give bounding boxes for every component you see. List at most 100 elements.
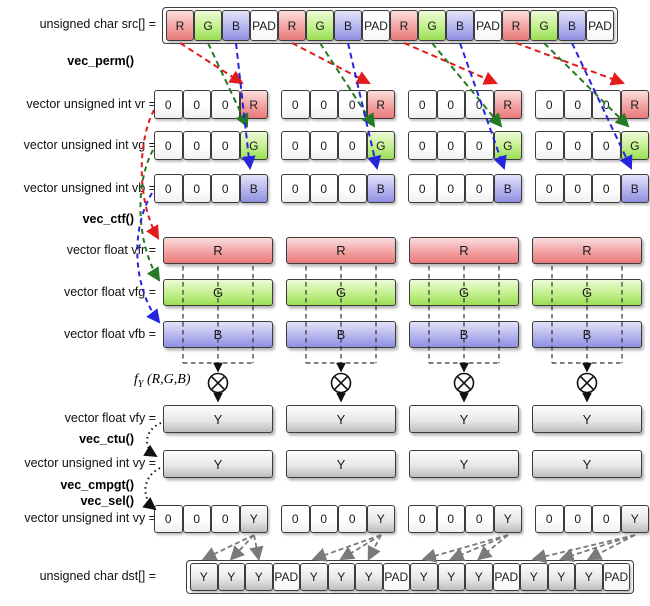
vb-cell: 0: [211, 174, 240, 203]
src-cell: B: [334, 10, 362, 41]
dst-cell: PAD: [272, 563, 300, 591]
label-src: unsigned char src[] =: [39, 17, 156, 31]
src-cell: R: [166, 10, 194, 41]
dst-cell: Y: [410, 563, 438, 591]
dst-cell: PAD: [492, 563, 520, 591]
multiply-icon: [207, 372, 229, 394]
vfy-bar: Y: [532, 405, 642, 433]
label-vb: vector unsigned int vb =: [23, 181, 156, 195]
dst-cell: Y: [190, 563, 218, 591]
vg-cell: 0: [408, 131, 437, 160]
label-vy2: vector unsigned int vy =: [24, 511, 156, 525]
vy2-cell: 0: [408, 505, 437, 533]
vr-cell: R: [493, 90, 522, 119]
label-vec-perm: vec_perm(): [67, 54, 134, 68]
vg-cell: 0: [281, 131, 310, 160]
vy-bar: Y: [286, 450, 396, 478]
vb-cell: 0: [535, 174, 564, 203]
perm-arrow-r: [179, 42, 244, 85]
label-vfg: vector float vfg =: [63, 285, 156, 299]
label-vec-cmpgt: vec_cmpgt(): [60, 478, 134, 492]
dst-fan-arrow: [339, 534, 382, 561]
label-vy: vector unsigned int vy =: [24, 456, 156, 470]
dst-cell: Y: [547, 563, 575, 591]
vy2-cell: 0: [281, 505, 310, 533]
vg-cell: 0: [338, 131, 367, 160]
vy2-cell: Y: [493, 505, 522, 533]
ctf-arrow-b: [136, 192, 161, 324]
vg-cell: G: [239, 131, 268, 160]
ctu-arrow: [143, 422, 162, 458]
label-vec-ctu: vec_ctu(): [79, 432, 134, 446]
vy2-cell: 0: [309, 505, 338, 533]
vb-cell: 0: [408, 174, 437, 203]
label-vg: vector unsigned int vg =: [23, 138, 156, 152]
perm-arrow-r: [403, 42, 498, 85]
dst-cell: Y: [300, 563, 328, 591]
vr-cell: 0: [436, 90, 465, 119]
vg-cell: 0: [211, 131, 240, 160]
src-cell: PAD: [586, 10, 614, 41]
label-vfb: vector float vfb =: [63, 327, 156, 341]
vb-cell: 0: [309, 174, 338, 203]
src-cell: PAD: [362, 10, 390, 41]
label-vfy: vector float vfy =: [64, 411, 156, 425]
vg-cell: 0: [592, 131, 621, 160]
vfb-bar: B: [286, 321, 396, 348]
vr-cell: 0: [182, 90, 211, 119]
fy-subscript: Y: [137, 378, 144, 390]
vy2-cell: 0: [436, 505, 465, 533]
fy-symbol: f: [134, 372, 138, 387]
vfb-bar: B: [163, 321, 273, 348]
vy2-cell: 0: [465, 505, 494, 533]
dst-fan-arrow: [477, 534, 509, 561]
src-cell: B: [558, 10, 586, 41]
vfg-bar: G: [163, 279, 273, 306]
label-vr: vector unsigned int vr =: [26, 97, 156, 111]
vr-cell: 0: [465, 90, 494, 119]
vy-bar: Y: [163, 450, 273, 478]
vr-cell: 0: [592, 90, 621, 119]
vy2-cell: 0: [338, 505, 367, 533]
vfr-bar: R: [163, 237, 273, 264]
vfb-bar: B: [532, 321, 642, 348]
vr-cell: 0: [281, 90, 310, 119]
vr-cell: 0: [338, 90, 367, 119]
dst-fan-arrow: [421, 534, 509, 563]
vy2-cell: Y: [239, 505, 268, 533]
vfy-bar: Y: [286, 405, 396, 433]
vy2-cell: 0: [592, 505, 621, 533]
vb-cell: 0: [465, 174, 494, 203]
vy2-cell: 0: [563, 505, 592, 533]
dst-fan-arrow: [201, 534, 255, 561]
multiply-icon: [453, 372, 475, 394]
dst-fan-arrow: [449, 534, 509, 561]
vg-cell: 0: [436, 131, 465, 160]
vg-cell: G: [493, 131, 522, 160]
vr-cell: 0: [154, 90, 183, 119]
ctf-arrow-g: [139, 149, 161, 282]
vg-cell: G: [366, 131, 395, 160]
perm-arrow-r: [515, 42, 625, 86]
vr-cell: 0: [408, 90, 437, 119]
src-cell: R: [502, 10, 530, 41]
label-dst: unsigned char dst[] =: [39, 569, 156, 583]
vfy-bar: Y: [409, 405, 519, 433]
vb-cell: B: [239, 174, 268, 203]
vfg-bar: G: [532, 279, 642, 306]
vfr-bar: R: [409, 237, 519, 264]
label-fy: fY (R,G,B): [134, 372, 191, 390]
vfb-bar: B: [409, 321, 519, 348]
vr-cell: R: [366, 90, 395, 119]
dst-cell: Y: [217, 563, 245, 591]
src-cell: G: [194, 10, 222, 41]
vfr-bar: R: [286, 237, 396, 264]
dst-cell: Y: [245, 563, 273, 591]
vg-cell: G: [620, 131, 649, 160]
src-cell: G: [530, 10, 558, 41]
src-cell: PAD: [250, 10, 278, 41]
dst-fan-arrow: [229, 534, 255, 561]
vy2-cell: 0: [182, 505, 211, 533]
vfr-bar: R: [532, 237, 642, 264]
